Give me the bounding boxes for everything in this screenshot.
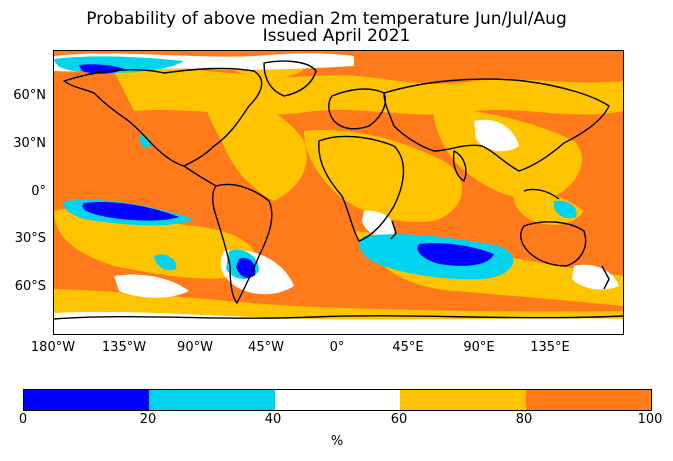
coastlines — [54, 60, 623, 320]
colorbar-unit: % — [330, 434, 344, 449]
colorbar-tick-20: 20 — [139, 412, 157, 427]
colorbar-tick-100: 100 — [637, 412, 663, 427]
lon-label-45e: 45°E — [392, 340, 424, 355]
colorbar-tick-40: 40 — [264, 412, 282, 427]
field-0-20 — [79, 64, 494, 278]
lon-label-180w: 180°W — [30, 340, 76, 355]
colorbar-segment-0-20 — [24, 390, 150, 410]
lon-label-0: 0° — [329, 340, 345, 355]
colorbar-segment-80-100 — [525, 390, 652, 410]
lon-label-135w: 135°W — [101, 340, 147, 355]
lon-label-135e: 135°E — [530, 340, 570, 355]
colorbar-tick-80: 80 — [515, 412, 533, 427]
lon-label-90w: 90°W — [177, 340, 213, 355]
lon-label-90e: 90°E — [463, 340, 495, 355]
map-subtitle: Issued April 2021 — [262, 26, 411, 46]
colorbar-tick-0: 0 — [18, 412, 28, 427]
colorbar — [23, 389, 652, 411]
probability-field — [54, 51, 623, 334]
lon-label-45w: 45°W — [248, 340, 284, 355]
lat-label-60n: 60°N — [13, 88, 46, 103]
colorbar-segment-20-40 — [149, 390, 275, 410]
lat-label-30n: 30°N — [13, 136, 46, 151]
world-map — [53, 50, 624, 335]
lat-label-60s: 60°S — [14, 279, 46, 294]
lat-label-0: 0° — [31, 184, 46, 199]
colorbar-tick-60: 60 — [390, 412, 408, 427]
colorbar-segment-40-60 — [274, 390, 401, 410]
map-title: Probability of above median 2m temperatu… — [86, 9, 567, 29]
colorbar-segment-60-80 — [400, 390, 526, 410]
lat-label-30s: 30°S — [14, 231, 46, 246]
